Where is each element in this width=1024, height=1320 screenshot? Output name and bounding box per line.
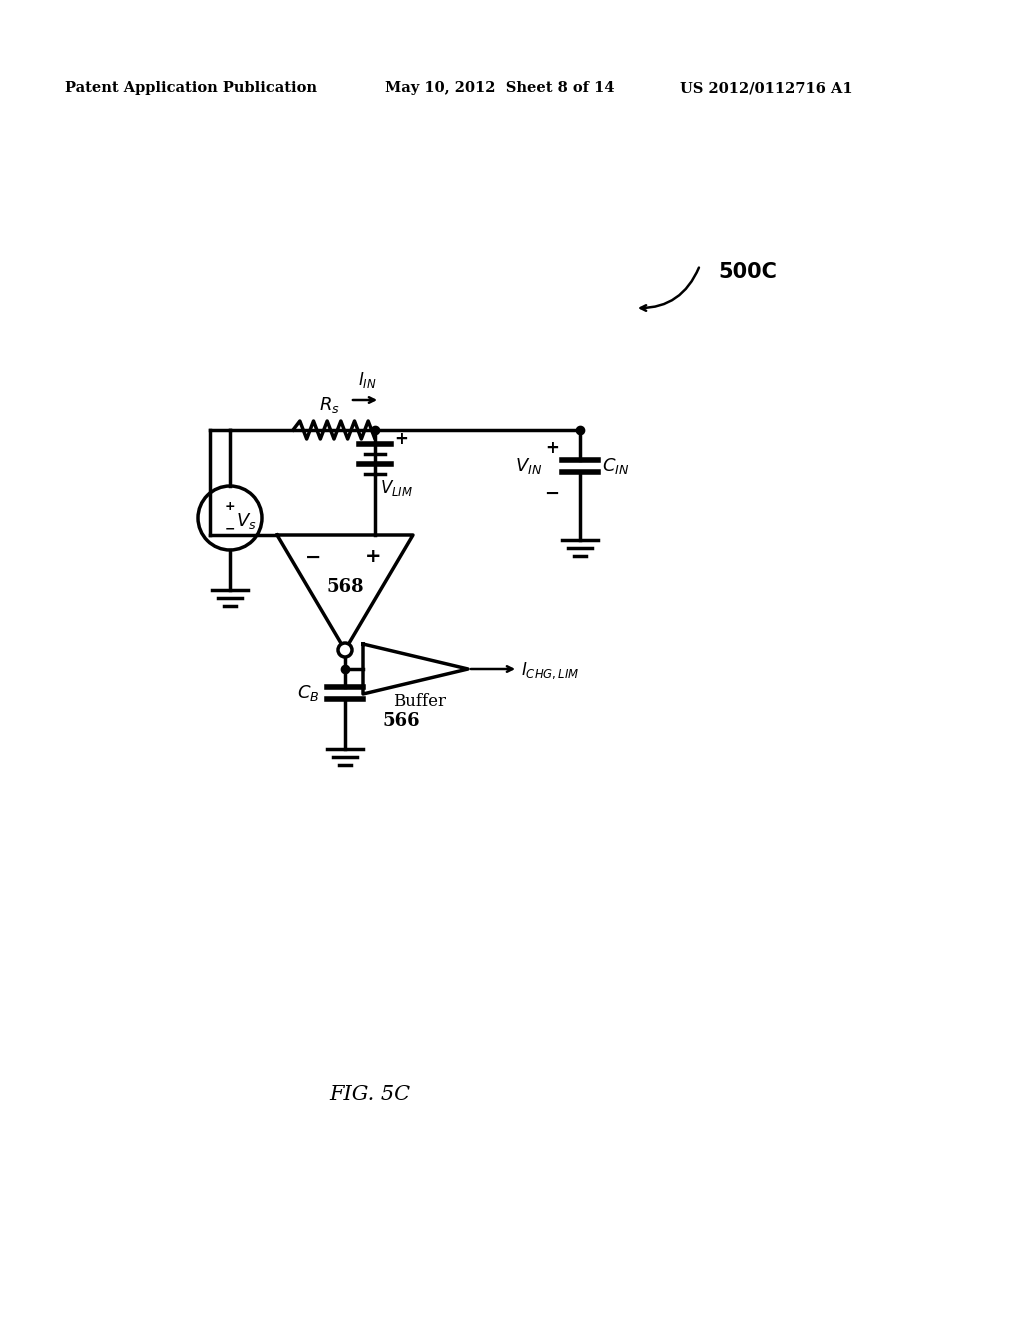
Text: 568: 568 — [327, 578, 364, 597]
Text: −: − — [545, 484, 559, 503]
Text: $I_{IN}$: $I_{IN}$ — [357, 370, 377, 389]
Text: FIG. 5C: FIG. 5C — [330, 1085, 411, 1105]
Text: Buffer: Buffer — [393, 693, 446, 710]
Text: $V_{IN}$: $V_{IN}$ — [515, 455, 542, 477]
Text: $V_s$: $V_s$ — [236, 511, 257, 531]
Text: May 10, 2012  Sheet 8 of 14: May 10, 2012 Sheet 8 of 14 — [385, 81, 614, 95]
Text: $V_{LIM}$: $V_{LIM}$ — [380, 478, 413, 498]
Text: $I_{CHG,LIM}$: $I_{CHG,LIM}$ — [521, 661, 580, 681]
Text: Patent Application Publication: Patent Application Publication — [65, 81, 317, 95]
Text: $R_s$: $R_s$ — [318, 395, 339, 414]
Text: $C_{IN}$: $C_{IN}$ — [602, 455, 630, 477]
Text: +: + — [545, 440, 559, 457]
Text: 500C: 500C — [718, 261, 777, 282]
Text: +: + — [365, 548, 381, 566]
Circle shape — [338, 643, 352, 657]
Text: −: − — [224, 523, 236, 536]
Text: −: − — [305, 548, 322, 566]
Text: 566: 566 — [382, 711, 420, 730]
Text: +: + — [224, 500, 236, 513]
Text: US 2012/0112716 A1: US 2012/0112716 A1 — [680, 81, 853, 95]
Text: $C_B$: $C_B$ — [297, 682, 319, 704]
Text: +: + — [394, 430, 408, 447]
